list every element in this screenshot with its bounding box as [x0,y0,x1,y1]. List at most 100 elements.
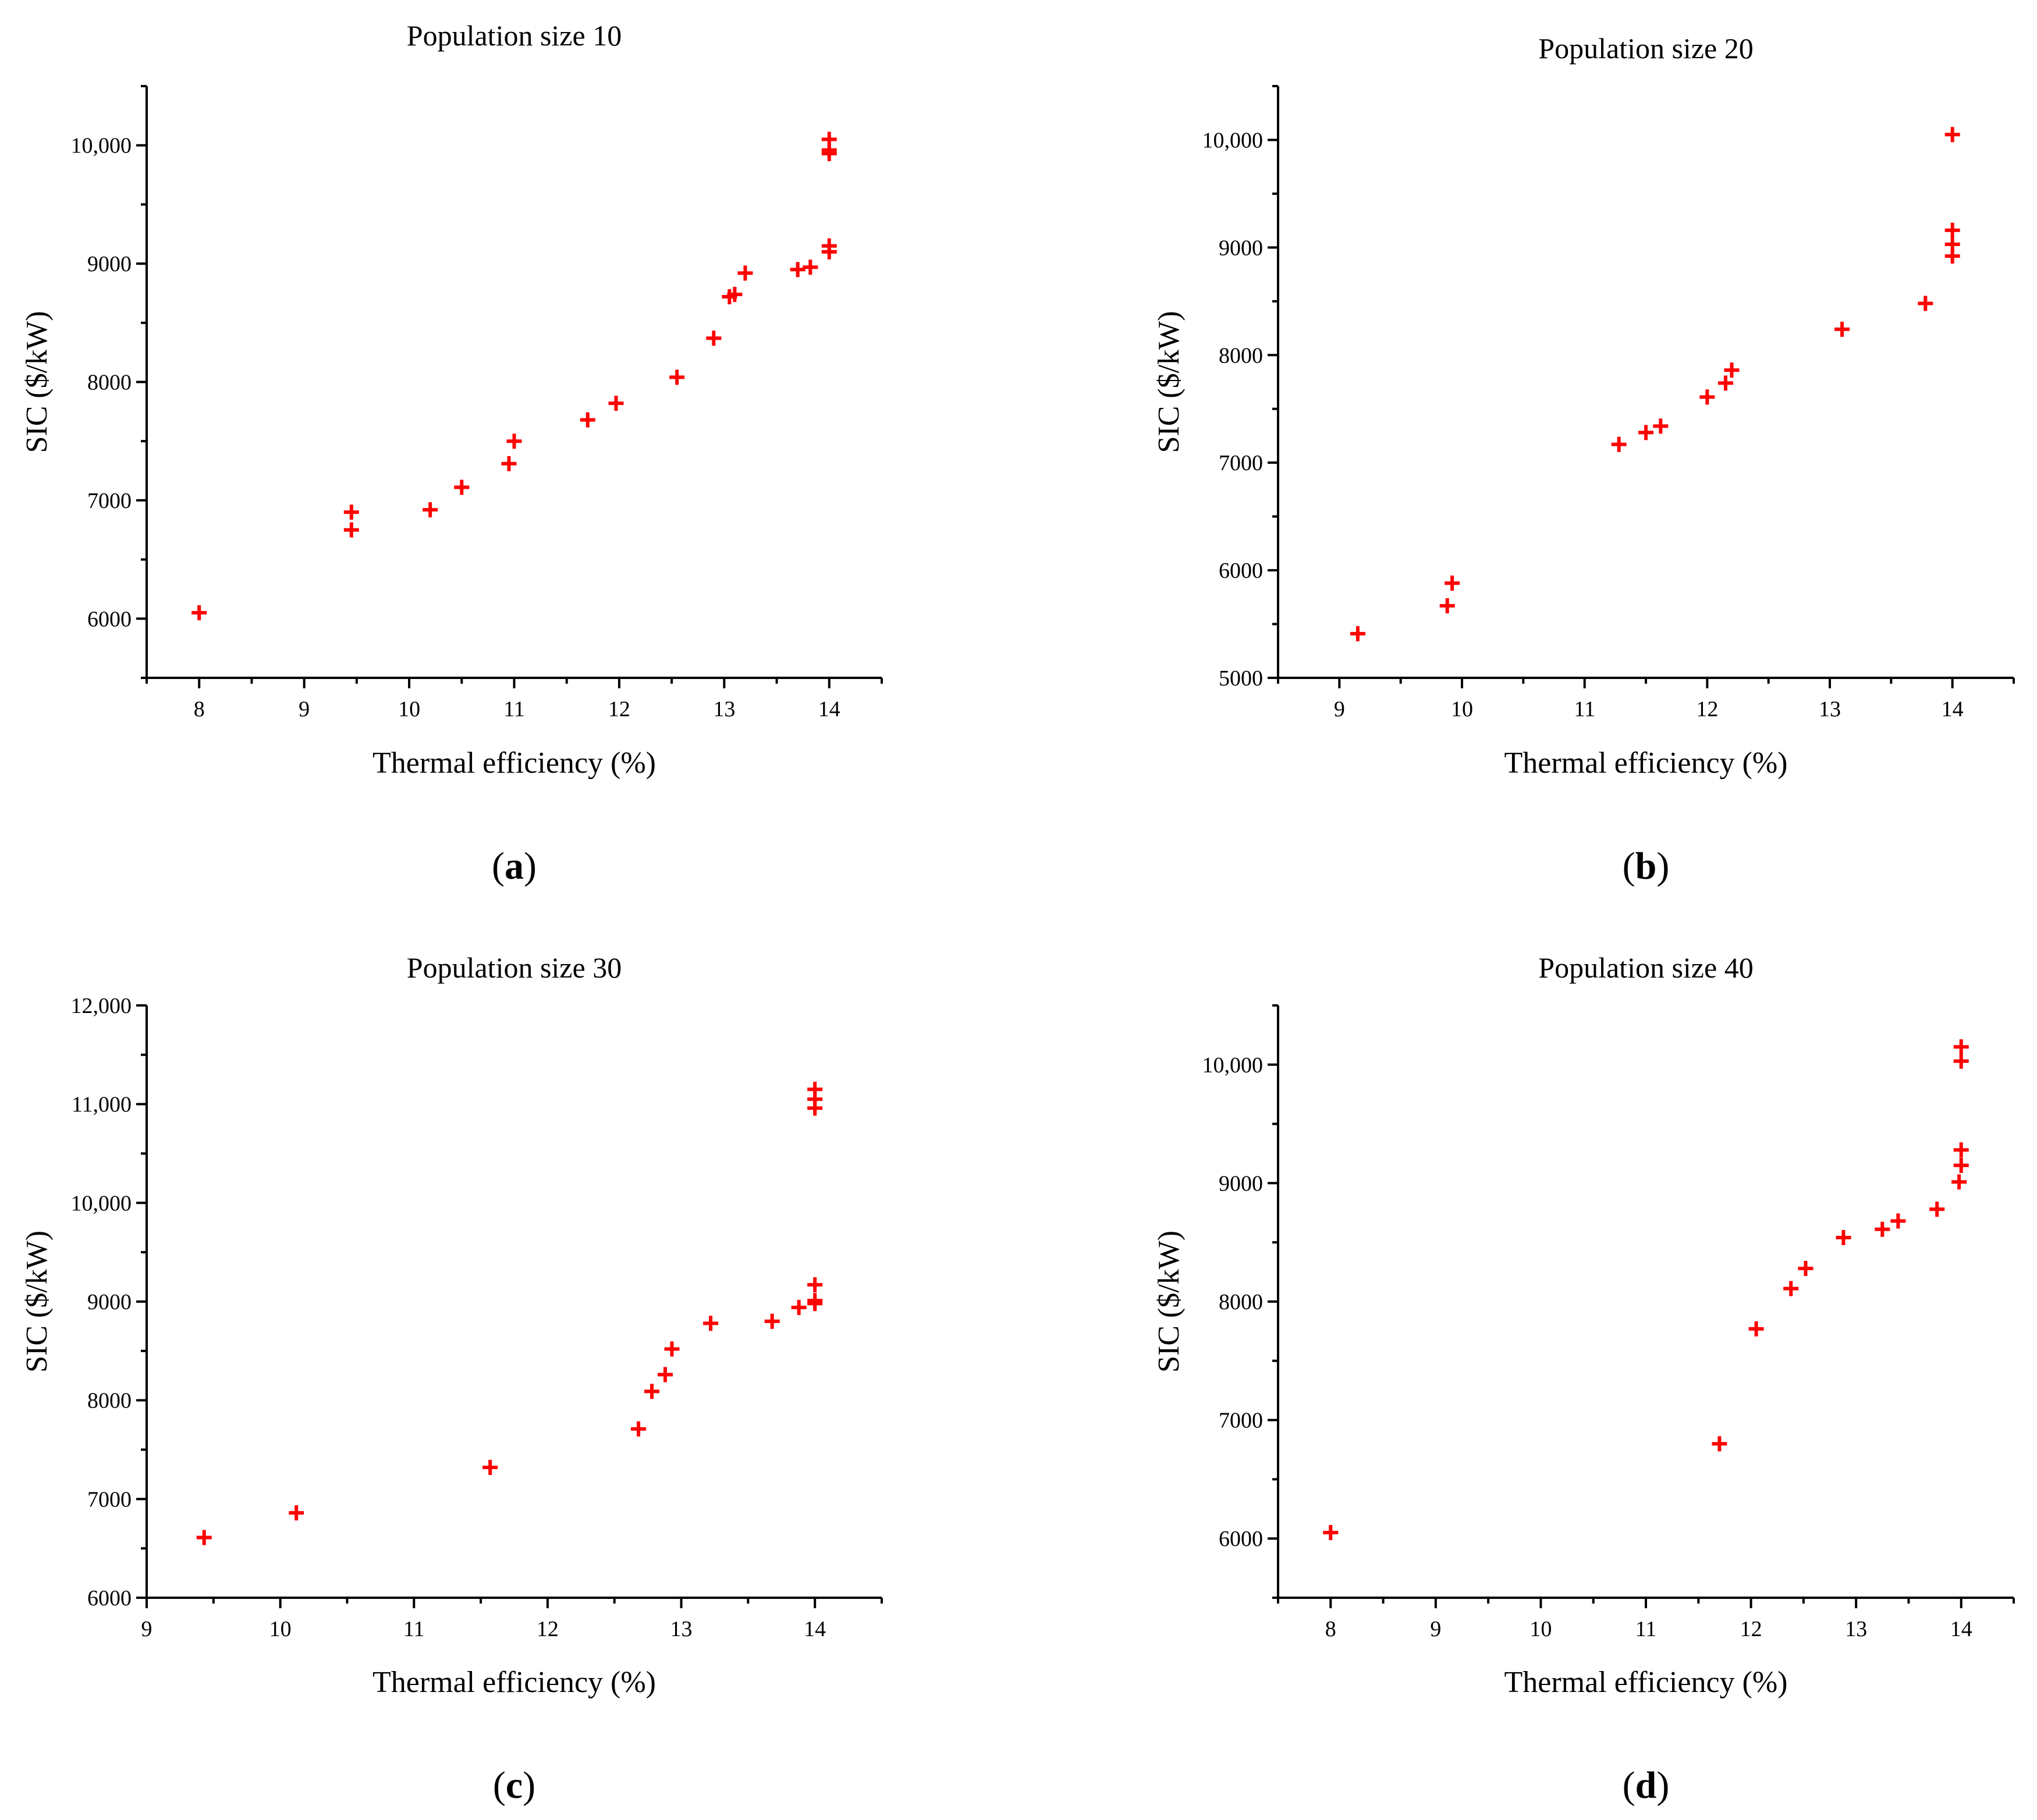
data-point [764,1313,780,1329]
data-point [821,238,837,254]
x-tick-label: 14 [804,1617,826,1641]
y-tick-label: 9000 [87,252,132,276]
x-tick-label: 13 [1819,697,1841,721]
x-axis-label: Thermal efficiency (%) [372,1666,656,1699]
y-tick-label: 10,000 [1202,1053,1264,1078]
data-point [580,412,595,428]
chart-title: Population size 10 [407,19,622,52]
data-point [343,522,359,538]
data-point [1944,222,1960,238]
data-point [791,1300,807,1316]
x-axis-label: Thermal efficiency (%) [1504,1666,1788,1699]
x-tick-label: 12 [1696,697,1718,721]
x-tick-label: 13 [670,1617,693,1641]
panel-label: (a) [492,845,537,887]
x-axis-label: Thermal efficiency (%) [372,747,656,780]
y-tick-label: 9000 [87,1290,132,1314]
data-point [664,1341,680,1357]
panel-label-close-paren: ) [1656,1764,1669,1807]
panel-label-open-paren: ( [1623,845,1635,887]
x-tick-label: 9 [1430,1617,1441,1641]
x-tick-label: 8 [1325,1617,1336,1641]
y-tick-label: 8000 [87,371,132,395]
chart-title: Population size 20 [1538,32,1753,65]
y-axis-label: SIC ($/kW) [1152,311,1186,453]
y-tick-label: 6000 [1219,559,1263,583]
y-axis-label: SIC ($/kW) [20,311,54,453]
data-point [631,1421,647,1437]
data-point [608,396,624,411]
data-point [1953,1053,1969,1069]
y-tick-label: 12,000 [71,994,132,1018]
data-point [506,433,522,449]
y-axis-label: SIC ($/kW) [20,1231,54,1373]
y-tick-label: 10,000 [71,1191,132,1215]
data-point [1944,127,1960,143]
y-tick-label: 7000 [1219,1409,1263,1433]
y-tick-label: 11,000 [72,1093,132,1117]
data-point [1611,436,1627,452]
data-point [703,1316,719,1331]
x-tick-label: 12 [1740,1617,1762,1641]
data-point [1445,575,1460,591]
data-point [706,330,722,346]
panel-label: (c) [493,1764,535,1807]
y-tick-label: 8000 [87,1389,132,1413]
panel-label-open-paren: ( [492,845,505,887]
data-point [1953,1142,1969,1158]
data-point [657,1367,673,1382]
y-tick-label: 9000 [1219,1171,1263,1196]
y-axis-label: SIC ($/kW) [1152,1231,1186,1373]
x-tick-label: 14 [1942,697,1964,721]
x-tick-label: 14 [1950,1617,1972,1641]
x-tick-label: 10 [1529,1617,1552,1641]
data-point [1653,418,1669,434]
y-tick-label: 10,000 [1202,128,1264,152]
panel-label-close-paren: ) [524,845,537,887]
x-tick-label: 10 [398,697,420,721]
chart-title: Population size 40 [1538,951,1753,984]
data-point [501,456,517,471]
x-tick-label: 14 [818,697,840,721]
data-point [821,131,837,147]
data-point [1951,1174,1967,1190]
panel-label-letter: b [1635,845,1657,887]
y-tick-label: 7000 [87,1487,132,1512]
x-tick-label: 11 [403,1617,425,1641]
data-point [1890,1213,1906,1229]
y-tick-label: 7000 [1219,451,1263,475]
x-tick-label: 10 [269,1617,292,1641]
data-point [1699,389,1715,405]
panel-label: (d) [1623,1764,1670,1807]
data-point [1748,1321,1764,1336]
data-point [737,265,753,281]
panel-label-letter: c [506,1764,523,1807]
data-point [1918,296,1933,311]
x-tick-label: 12 [608,697,630,721]
data-point [482,1460,498,1476]
data-point [454,479,470,495]
data-point [1717,375,1733,391]
data-point [1783,1281,1799,1296]
data-point [807,1293,823,1309]
y-tick-label: 6000 [1219,1527,1263,1551]
data-point [1712,1436,1727,1452]
data-point [1350,626,1365,642]
y-tick-label: 10,000 [71,134,132,158]
panel-label-letter: d [1635,1764,1657,1807]
data-point [803,260,818,275]
x-tick-label: 11 [1574,697,1595,721]
panel-b: 9 10 11 12 13 14 5000 6000 7000 8000 9000 10,000 Pop… [1152,32,2015,887]
panel-label-close-paren: ) [523,1764,535,1807]
data-point [807,1277,823,1293]
panel-d: 8 9 10 11 12 13 14 6000 7000 8000 9000 10,000 Popula… [1152,951,2015,1807]
x-tick-label: 11 [1635,1617,1657,1641]
x-tick-label: 12 [537,1617,559,1641]
data-point [289,1505,304,1521]
data-point [1875,1221,1890,1237]
panel-c: 9 10 11 12 13 14 6000 7000 8000 9000 10,000 11,000 1… [20,951,883,1807]
data-point [1929,1202,1945,1217]
y-tick-label: 5000 [1219,666,1263,691]
